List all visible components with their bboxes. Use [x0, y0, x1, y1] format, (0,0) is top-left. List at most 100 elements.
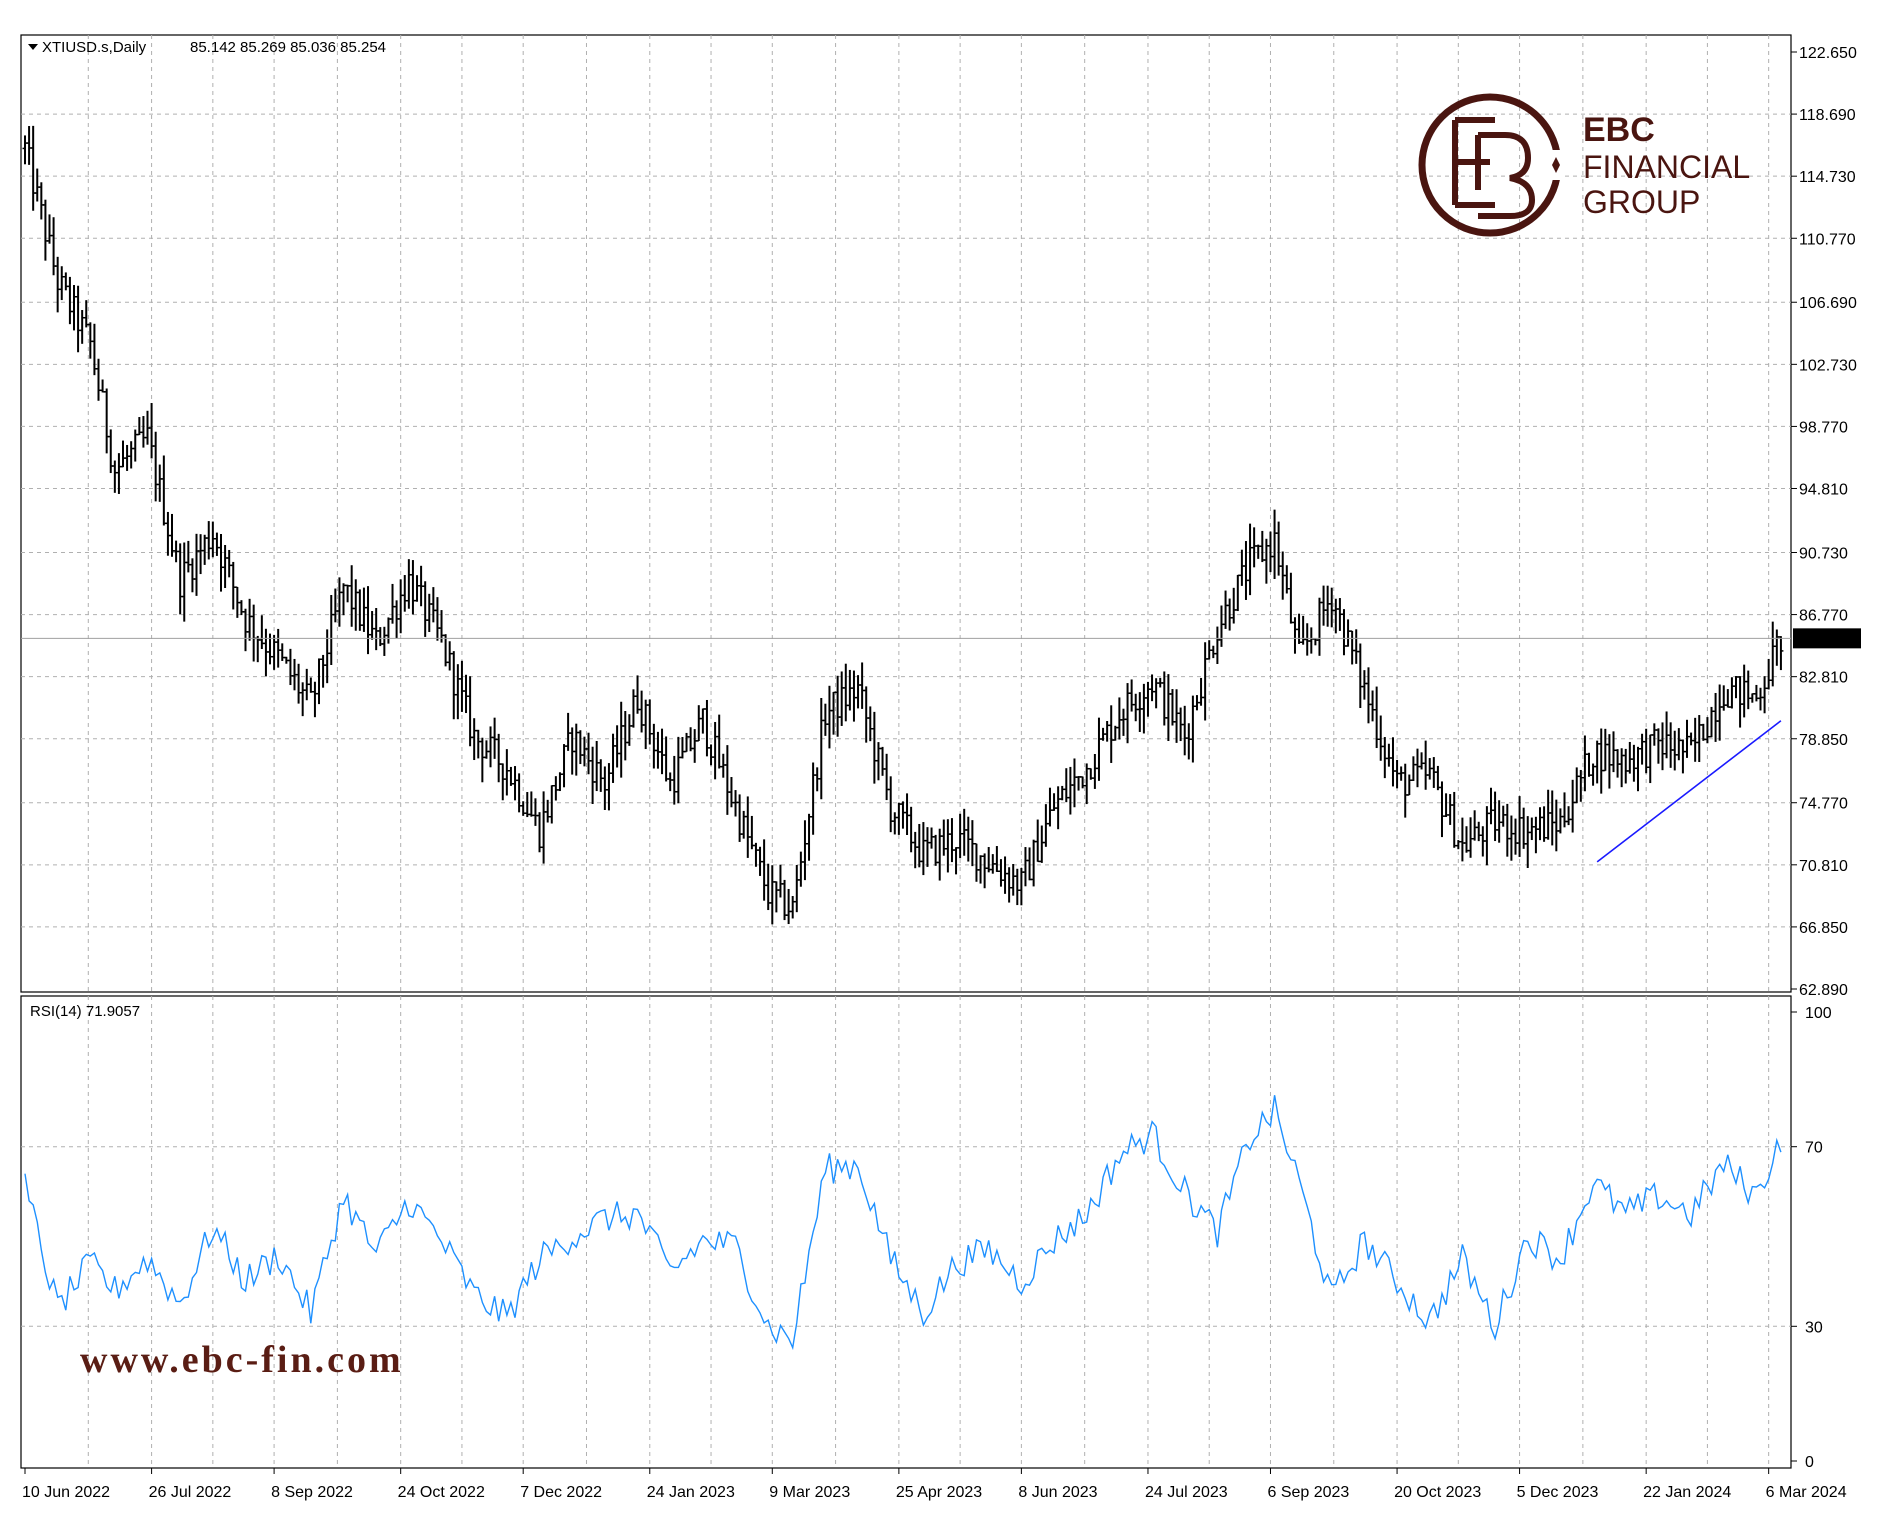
ohlc-bar: [1243, 541, 1249, 600]
ohlc-bar: [328, 594, 334, 666]
time-tick-label: 26 Jul 2022: [149, 1484, 232, 1501]
ohlc-bar: [794, 864, 800, 913]
ohlc-bar: [949, 818, 955, 863]
ohlc-bar: [1321, 585, 1327, 626]
ohlc-bar: [753, 842, 759, 867]
ohlc-bar: [1267, 531, 1273, 573]
ohlc-bar: [912, 831, 918, 869]
ohlc-bar: [1039, 825, 1045, 863]
ohlc-bar: [1541, 806, 1547, 842]
ohlc-bar: [1557, 808, 1563, 834]
ohlc-bar: [1406, 774, 1412, 796]
ohlc-bar: [1443, 793, 1449, 817]
ohlc-bar: [594, 740, 600, 792]
ohlc-bar: [140, 416, 146, 448]
ohlc-bar: [1435, 765, 1441, 791]
ohlc-bar: [1439, 781, 1445, 838]
ohlc-bar: [1414, 748, 1420, 788]
ohlc-bar: [614, 725, 620, 768]
ohlc-bar: [573, 723, 579, 776]
ohlc-bar: [296, 663, 302, 704]
ohlc-bar: [1104, 721, 1110, 742]
ohlc-bar: [369, 611, 375, 640]
ohlc-bar: [606, 763, 612, 811]
ohlc-bar: [1349, 630, 1355, 665]
ohlc-bar: [1365, 667, 1371, 724]
ohlc-bar: [1774, 629, 1780, 666]
ohlc-bar: [953, 847, 959, 875]
ohlc-bar: [316, 658, 322, 705]
ohlc-bar: [859, 662, 865, 709]
ohlc-bar: [247, 598, 253, 641]
ohlc-bar: [1129, 679, 1135, 712]
ohlc-bar: [1214, 626, 1220, 664]
ohlc-bar: [1076, 776, 1082, 791]
trendline: [1596, 720, 1782, 863]
ohlc-bar: [1680, 739, 1686, 774]
ohlc-bar: [549, 785, 555, 824]
current-price-badge: [1793, 628, 1861, 649]
ohlc-bar: [528, 791, 534, 817]
ohlc-bar: [1120, 708, 1126, 736]
ohlc-bar: [30, 125, 36, 211]
ohlc-bar: [924, 827, 930, 867]
ohlc-bar: [463, 674, 469, 714]
ohlc-bar: [1288, 572, 1294, 624]
ohlc-bar: [1259, 530, 1265, 563]
ohlc-bar: [1292, 617, 1298, 654]
ohlc-bar: [1766, 658, 1772, 690]
ohlc-bar: [1055, 786, 1061, 830]
ohlc-bar: [202, 534, 208, 565]
ohlc-bar: [385, 617, 391, 644]
ohlc-bar: [663, 736, 669, 782]
ohlc-bar: [1370, 690, 1376, 722]
ohlc-bar: [1631, 744, 1637, 782]
ohlc-bar: [1508, 815, 1514, 861]
ohlc-bar: [426, 593, 432, 632]
ohlc-bar: [1353, 629, 1359, 664]
ohlc-bar: [194, 533, 200, 596]
time-tick-label: 8 Sep 2022: [271, 1484, 353, 1501]
ohlc-bar: [1533, 816, 1539, 854]
ohlc-bar: [1574, 767, 1580, 804]
ohlc-bar: [341, 583, 347, 616]
ohlc-bar: [496, 733, 502, 783]
price-panel: [20, 34, 1792, 993]
ohlc-bar: [831, 691, 837, 735]
ohlc-bar: [390, 583, 396, 624]
ohlc-bar: [177, 543, 183, 615]
ohlc-bar: [504, 749, 510, 796]
ohlc-bar: [647, 699, 653, 745]
ohlc-bar: [455, 664, 461, 720]
ohlc-bar: [422, 581, 428, 637]
ohlc-bar: [590, 746, 596, 805]
ohlc-bar: [655, 731, 661, 769]
time-tick-label: 6 Sep 2023: [1267, 1484, 1349, 1501]
rsi-line: [24, 1095, 1782, 1351]
ohlc-bar: [189, 558, 195, 593]
ohlc-bar: [1512, 818, 1518, 855]
rsi-tick-label: 0: [1805, 1454, 1814, 1471]
price-tick-label: 110.770: [1799, 231, 1856, 248]
time-tick-label: 6 Mar 2024: [1766, 1484, 1847, 1501]
ohlc-bar: [120, 440, 126, 468]
ohlc-bar: [308, 677, 314, 693]
ohlc-bar: [1549, 790, 1555, 846]
ohlc-bar: [1762, 676, 1768, 714]
ohlc-bar: [226, 549, 232, 578]
ohlc-bar: [978, 855, 984, 884]
price-tick-label: 74.770: [1799, 796, 1848, 813]
ohlc-bar: [1423, 740, 1429, 790]
ohlc-bar: [402, 575, 408, 612]
rsi-series-line: [24, 1095, 1782, 1351]
ohlc-bar: [96, 358, 102, 401]
ohlc-bar: [1733, 676, 1739, 699]
ohlc-bar: [565, 712, 571, 751]
ohlc-bar: [345, 584, 351, 603]
dropdown-triangle-icon[interactable]: [28, 44, 38, 50]
ohlc-bar: [1602, 728, 1608, 772]
current-price-label: 85.254: [1797, 631, 1846, 648]
ohlc-bar: [42, 199, 48, 261]
ohlc-bar: [1018, 867, 1024, 906]
